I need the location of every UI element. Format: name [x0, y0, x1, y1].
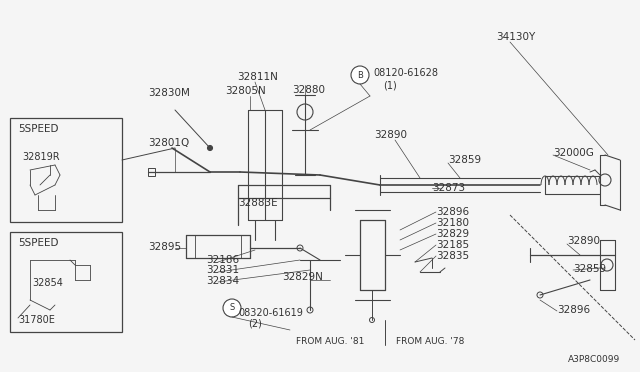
- Text: S: S: [229, 304, 235, 312]
- Text: 32873: 32873: [432, 183, 465, 193]
- Text: 32895: 32895: [148, 242, 181, 252]
- Text: 32000G: 32000G: [553, 148, 594, 158]
- Text: 31780E: 31780E: [18, 315, 55, 325]
- Text: 32805N: 32805N: [225, 86, 266, 96]
- Text: 32830M: 32830M: [148, 88, 190, 98]
- Text: FROM AUG. '78: FROM AUG. '78: [396, 337, 464, 346]
- Text: 32859: 32859: [448, 155, 481, 165]
- Text: 32185: 32185: [436, 240, 469, 250]
- Text: B: B: [357, 71, 363, 80]
- Text: 32880: 32880: [292, 85, 325, 95]
- Circle shape: [351, 66, 369, 84]
- Text: 32829: 32829: [436, 229, 469, 239]
- Bar: [148, 168, 155, 176]
- Text: 34130Y: 34130Y: [496, 32, 535, 42]
- Text: 32883E: 32883E: [238, 198, 278, 208]
- Text: A3P8C0099: A3P8C0099: [568, 355, 620, 364]
- Bar: [10, 232, 122, 332]
- Text: 32186: 32186: [206, 255, 239, 265]
- Text: 32859: 32859: [573, 264, 606, 274]
- Circle shape: [207, 145, 212, 151]
- Text: 32890: 32890: [374, 130, 407, 140]
- Text: 32180: 32180: [436, 218, 469, 228]
- Text: 32801Q: 32801Q: [148, 138, 189, 148]
- Text: (1): (1): [383, 80, 397, 90]
- Text: 32896: 32896: [436, 207, 469, 217]
- Text: FROM AUG. '81: FROM AUG. '81: [296, 337, 364, 346]
- Bar: [10, 118, 122, 222]
- Text: 32835: 32835: [436, 251, 469, 261]
- Text: 32890: 32890: [567, 236, 600, 246]
- Text: 32819R: 32819R: [22, 152, 60, 162]
- Text: 32829N: 32829N: [282, 272, 323, 282]
- Text: 32831: 32831: [206, 265, 239, 275]
- Text: 5SPEED: 5SPEED: [18, 124, 58, 134]
- Text: (2): (2): [248, 319, 262, 329]
- Text: 32896: 32896: [557, 305, 590, 315]
- Text: 08120-61628: 08120-61628: [373, 68, 438, 78]
- Text: 5SPEED: 5SPEED: [18, 238, 58, 248]
- Text: 32811N: 32811N: [237, 72, 278, 82]
- Text: 32834: 32834: [206, 276, 239, 286]
- Text: 08320-61619: 08320-61619: [238, 308, 303, 318]
- Circle shape: [223, 299, 241, 317]
- Text: 32854: 32854: [32, 278, 63, 288]
